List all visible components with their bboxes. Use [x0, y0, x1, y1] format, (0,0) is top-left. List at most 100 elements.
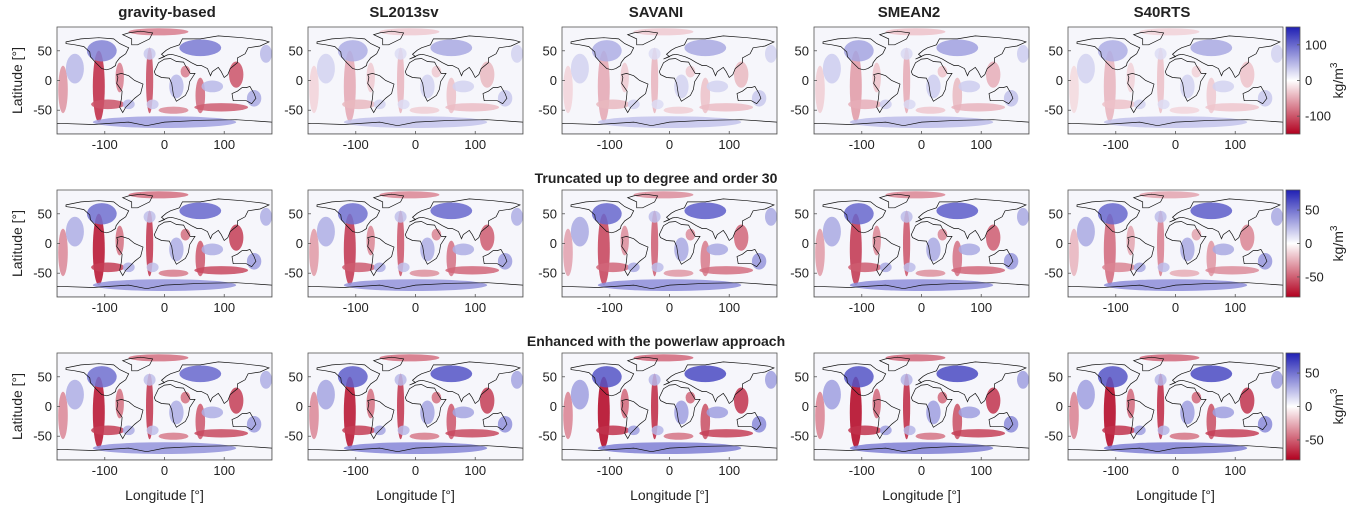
map-panel: -100 0 100 50 0 -50: [538, 352, 778, 478]
y-tick-label: 50: [543, 206, 557, 221]
negative-anomaly: [128, 28, 189, 36]
coastline: [570, 200, 635, 234]
negative-anomaly: [379, 191, 440, 199]
positive-anomaly: [900, 47, 913, 60]
negative-anomaly: [848, 425, 882, 436]
negative-anomaly: [633, 191, 694, 199]
negative-anomaly: [58, 391, 68, 440]
y-axis-label: Latitude [°]: [9, 210, 25, 277]
negative-anomaly: [937, 391, 948, 404]
positive-anomaly: [1154, 47, 1167, 60]
positive-anomaly: [246, 416, 262, 433]
y-axis-label: Latitude [°]: [9, 47, 25, 114]
y-tick-label: -50: [790, 429, 809, 444]
positive-anomaly: [143, 210, 156, 223]
positive-anomaly: [1190, 365, 1233, 383]
negative-anomaly: [1102, 425, 1136, 436]
positive-anomaly: [926, 237, 941, 262]
coastline: [910, 221, 953, 265]
positive-anomaly: [201, 80, 224, 93]
colorbar-tick-label: -50: [1305, 269, 1324, 284]
x-tick-label: 0: [666, 300, 673, 315]
colorbar-label: kg/m3: [1329, 62, 1346, 98]
coastline: [1164, 58, 1207, 102]
coastline: [822, 363, 887, 397]
coastline: [372, 30, 405, 46]
positive-anomaly: [1157, 262, 1170, 273]
negative-anomaly: [734, 387, 749, 414]
negative-anomaly: [431, 65, 442, 78]
coastline: [1127, 399, 1155, 440]
positive-anomaly: [511, 207, 523, 226]
x-tick-label: 0: [666, 137, 673, 152]
x-tick-label: 100: [970, 463, 992, 478]
coastline: [409, 361, 521, 405]
positive-anomaly: [684, 202, 727, 220]
x-tick-label: -100: [1103, 300, 1129, 315]
positive-anomaly: [497, 416, 513, 433]
positive-anomaly: [260, 370, 272, 389]
x-tick-label: -100: [1103, 463, 1129, 478]
positive-anomaly: [1154, 373, 1167, 386]
y-tick-label: -50: [1044, 103, 1063, 118]
y-tick-label: 0: [296, 399, 303, 414]
coastline: [308, 445, 523, 460]
coastline: [1132, 30, 1165, 46]
positive-anomaly: [1190, 39, 1233, 57]
coastline: [121, 356, 154, 372]
coastline: [404, 58, 447, 102]
coastline: [153, 58, 196, 102]
coastline: [158, 35, 270, 79]
coastline: [658, 384, 701, 428]
map-panel: -100 0 100 50 0 -50: [33, 26, 273, 152]
coastline: [116, 399, 144, 440]
y-tick-label: 0: [45, 399, 52, 414]
positive-anomaly: [958, 406, 981, 419]
map-panel: -100 0 100 50 0 -50: [538, 26, 778, 152]
negative-anomaly: [815, 228, 825, 277]
negative-anomaly: [734, 61, 749, 88]
positive-anomaly: [1212, 406, 1235, 419]
x-tick-label: 100: [1224, 463, 1246, 478]
negative-anomaly: [146, 210, 154, 277]
positive-anomaly: [903, 99, 916, 110]
positive-anomaly: [1271, 207, 1283, 226]
negative-anomaly: [1205, 266, 1260, 275]
positive-anomaly: [316, 216, 335, 247]
coastline: [873, 73, 901, 114]
x-tick-label: -100: [92, 137, 118, 152]
coastline: [1132, 356, 1165, 372]
negative-anomaly: [409, 432, 440, 440]
positive-anomaly: [1017, 207, 1029, 226]
positive-anomaly: [143, 373, 156, 386]
x-tick-label: -100: [849, 300, 875, 315]
coastline: [1068, 282, 1283, 297]
negative-anomaly: [885, 191, 946, 199]
coastline: [1169, 361, 1281, 405]
coastline: [736, 411, 762, 431]
positive-anomaly: [1076, 53, 1095, 84]
x-axis-label: Longitude [°]: [376, 487, 455, 503]
negative-anomaly: [1069, 228, 1079, 277]
map-panel: -100 0 100 50 0 -50: [538, 189, 778, 315]
positive-anomaly: [337, 203, 368, 225]
positive-anomaly: [1097, 203, 1128, 225]
negative-anomaly: [663, 432, 694, 440]
coastline: [409, 35, 521, 79]
positive-anomaly: [497, 252, 513, 270]
negative-anomaly: [158, 106, 189, 114]
y-tick-label: 0: [802, 399, 809, 414]
y-tick-label: 0: [45, 73, 52, 88]
positive-anomaly: [936, 202, 979, 220]
x-tick-label: -100: [849, 137, 875, 152]
positive-anomaly: [958, 80, 981, 93]
positive-anomaly: [648, 373, 661, 386]
positive-anomaly: [900, 373, 913, 386]
coastline: [915, 198, 1027, 242]
coastline: [121, 30, 154, 46]
coastline: [1076, 363, 1141, 397]
negative-anomaly: [480, 224, 495, 251]
negative-anomaly: [903, 210, 911, 277]
coastline: [814, 282, 1029, 297]
coastline: [736, 85, 762, 105]
